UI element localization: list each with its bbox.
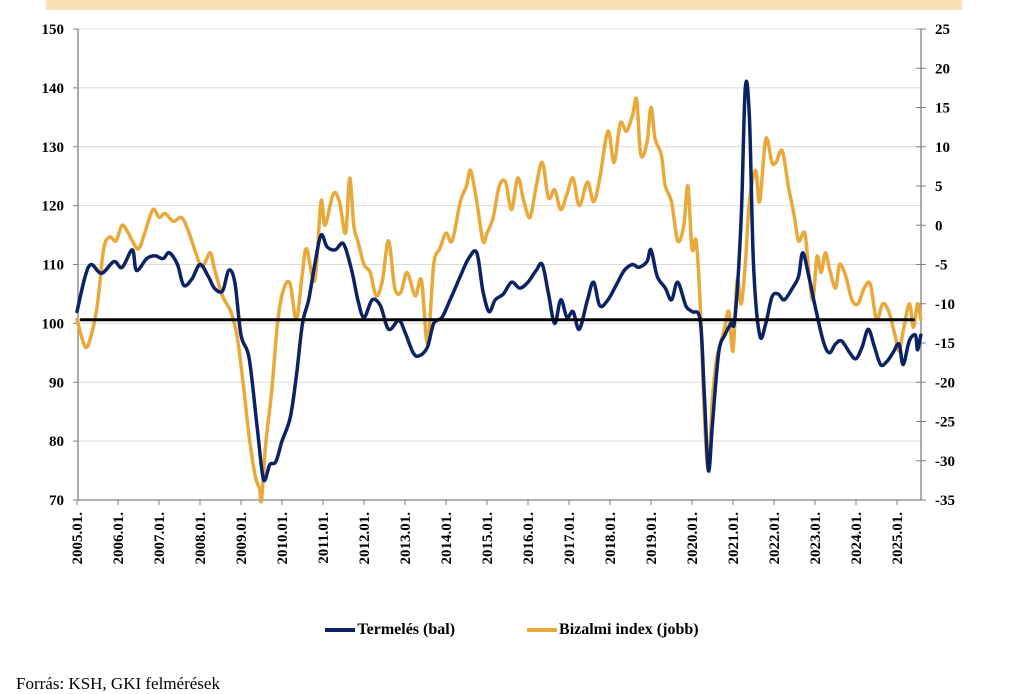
x-tick-label: 2022.01. [767, 512, 783, 565]
left-tick-label: 100 [42, 316, 65, 332]
left-tick-label: 130 [42, 140, 65, 156]
x-tick-label: 2006.01. [111, 512, 127, 565]
x-tick-label: 2024.01. [849, 512, 865, 565]
x-tick-label: 2016.01. [521, 512, 537, 565]
x-tick-label: 2009.01. [234, 512, 250, 565]
x-tick-label: 2018.01. [603, 512, 619, 565]
series-bizalmi-line [75, 96, 923, 504]
x-tick-label: 2013.01. [398, 512, 414, 565]
right-tick-label: -35 [935, 493, 955, 509]
legend-swatch-bizalmi [527, 628, 558, 632]
x-tick-label: 2008.01. [193, 512, 209, 565]
left-tick-label: 70 [49, 493, 64, 509]
series-termeles-line [75, 79, 923, 483]
left-tick-label: 140 [42, 81, 65, 97]
source-note: Forrás: KSH, GKI felmérések [16, 674, 220, 693]
right-tick-label: 25 [935, 22, 950, 38]
legend-label-termeles: Termelés (bal) [357, 621, 456, 638]
x-tick-label: 2011.01. [316, 512, 332, 564]
legend-item-bizalmi: Bizalmi index (jobb) [527, 621, 699, 639]
x-tick-label: 2021.01. [726, 512, 742, 565]
right-tick-label: 0 [935, 218, 943, 234]
x-tick-label: 2007.01. [152, 512, 168, 565]
left-tick-label: 80 [49, 434, 64, 450]
x-tick-label: 2012.01. [357, 512, 373, 565]
legend-item-termeles: Termelés (bal) [325, 621, 455, 639]
legend-swatch-termeles [325, 628, 356, 632]
x-tick-label: 2020.01. [685, 512, 701, 565]
right-tick-label: -30 [935, 454, 955, 470]
left-tick-label: 110 [42, 258, 64, 274]
x-tick-label: 2014.01. [439, 512, 455, 565]
left-tick-label: 90 [49, 375, 64, 391]
left-tick-label: 150 [42, 22, 65, 38]
header-band [46, 0, 962, 10]
right-tick-label: -15 [935, 336, 955, 352]
x-tick-label: 2010.01. [275, 512, 291, 565]
right-tick-label: -10 [935, 297, 955, 313]
right-tick-label: -5 [935, 258, 948, 274]
left-tick-label: 120 [42, 199, 65, 215]
legend: Termelés (bal) Bizalmi index (jobb) [0, 621, 1024, 639]
x-tick-label: 2017.01. [562, 512, 578, 565]
right-tick-label: -25 [935, 415, 955, 431]
legend-label-bizalmi: Bizalmi index (jobb) [559, 621, 699, 638]
line-chart: 708090100110120130140150-35-30-25-20-15-… [42, 22, 956, 565]
x-tick-label: 2019.01. [644, 512, 660, 565]
x-tick-label: 2005.01. [70, 512, 86, 565]
x-tick-label: 2025.01. [890, 512, 906, 565]
series-layer [75, 79, 923, 504]
tick-labels: 708090100110120130140150-35-30-25-20-15-… [42, 22, 956, 565]
right-tick-label: -20 [935, 375, 955, 391]
right-tick-label: 15 [935, 101, 950, 117]
x-tick-label: 2015.01. [480, 512, 496, 565]
right-tick-label: 10 [935, 140, 950, 156]
axes [73, 28, 926, 505]
x-tick-label: 2023.01. [808, 512, 824, 565]
gridlines [78, 28, 921, 442]
right-tick-label: 5 [935, 179, 943, 195]
right-tick-label: 20 [935, 61, 950, 77]
